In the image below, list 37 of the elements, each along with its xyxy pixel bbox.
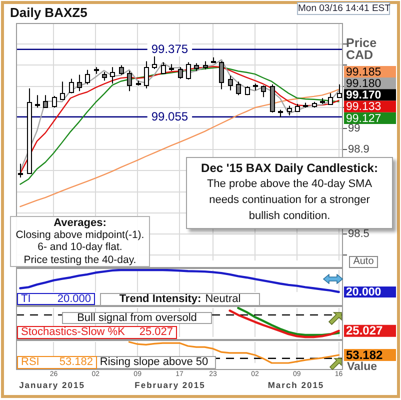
y-axis-title: Value xyxy=(347,361,378,373)
timestamp-box: Mon 03/16 14:41 EST xyxy=(297,2,390,15)
y-tick-label: 99 xyxy=(348,122,360,135)
text: January 2015 xyxy=(18,380,86,390)
series-label: TI xyxy=(21,293,31,305)
text: 20.000 xyxy=(346,286,382,299)
annotation: 53.182 xyxy=(59,356,93,368)
annotation: Closing above midpoint(-1). 6- and 10-day flat. Price testing the 40-day. xyxy=(14,229,146,266)
text: February 2015 xyxy=(134,380,206,390)
data-label: 99.133 xyxy=(346,101,382,114)
data-label: 99.127 xyxy=(346,112,382,125)
note-box: Bull signal from oversold xyxy=(62,312,212,324)
y-tick-label: 98.9 xyxy=(348,144,370,156)
text: 25.027 xyxy=(346,324,384,338)
text: 20.000 xyxy=(57,293,91,305)
ref-line-label: 99.375 xyxy=(151,42,188,56)
annotation: The probe above the 40-day SMA needs continuation for a stronger bullish condition. xyxy=(206,177,374,224)
y-tick-label: 98.5 xyxy=(348,228,370,240)
text: RSI xyxy=(21,356,40,368)
note-box: Trend Intensity: Neutral xyxy=(100,293,260,306)
annotation: Bull signal from oversold xyxy=(77,312,197,324)
data-label: 99.180 xyxy=(346,78,382,90)
y-axis-title: Price CAD xyxy=(346,36,378,62)
annotation: Rising slope above 50 xyxy=(100,356,208,368)
text: 53.182 xyxy=(346,348,384,362)
annotation: Dec '15 BAX Daily Candlestick: xyxy=(200,160,379,176)
ref-line-label: 99.055 xyxy=(151,110,188,124)
note-box: Dec '15 BAX Daily Candlestick: The probe above the 40-day SMA needs continuation for a stronger bullish condition. xyxy=(186,157,393,229)
note-box: Averages: Closing above midpoint(-1). 6- and 10-day flat. Price testing the 40-day. xyxy=(10,216,150,267)
text: Stochastics-Slow %K xyxy=(21,326,125,338)
data-label: 99.185 xyxy=(346,66,382,78)
text: March 2015 xyxy=(266,380,326,390)
text: 99.170 xyxy=(346,90,382,102)
annotation: 25.027 xyxy=(139,326,173,338)
button: Auto xyxy=(349,256,378,268)
annotation: Averages: xyxy=(52,217,108,230)
chart-title: Daily BAXZ5 xyxy=(10,5,88,20)
